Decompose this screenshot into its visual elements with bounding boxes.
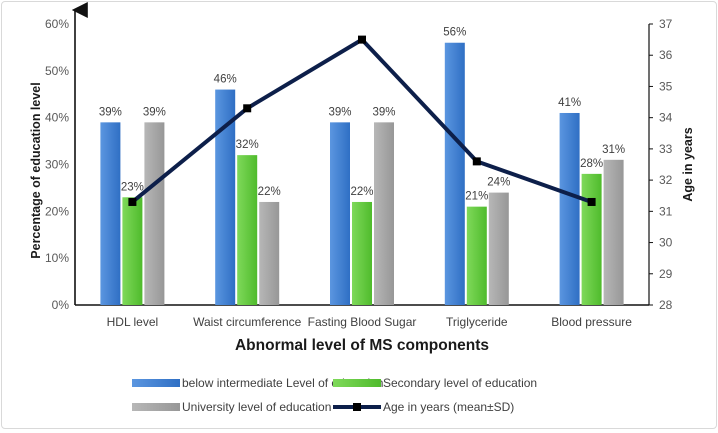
y2-tick-label: 29 <box>659 267 673 281</box>
y2-axis-title: Age in years <box>681 127 695 201</box>
x-tick-label: Fasting Blood Sugar <box>308 315 417 329</box>
y-tick-label: 0% <box>52 298 70 312</box>
y2-tick-label: 28 <box>659 298 673 312</box>
bar-s1-2 <box>215 89 236 305</box>
x-tick-label: Blood pressure <box>551 315 632 329</box>
data-label-s1-2: 46% <box>214 74 237 86</box>
y-tick-label: 20% <box>45 204 69 218</box>
x-tick-label: Waist circumference <box>193 315 302 329</box>
age-point-2 <box>243 104 252 113</box>
x-axis-title: Abnormal level of MS components <box>235 337 489 354</box>
y2-tick-label: 37 <box>659 17 673 31</box>
bar-s3-2 <box>259 201 280 305</box>
bar-s1-3 <box>330 122 350 305</box>
data-label-s3-1: 39% <box>143 106 166 118</box>
y2-tick-label: 34 <box>659 111 673 125</box>
data-label-s1-5: 41% <box>558 97 581 109</box>
y2-tick-label: 36 <box>659 48 673 62</box>
y-tick-label: 60% <box>45 17 69 31</box>
legend-swatch-1 <box>132 379 180 387</box>
legend-swatch-3 <box>132 403 180 411</box>
y-tick-label: 50% <box>45 64 69 78</box>
y2-tick-label: 31 <box>659 204 673 218</box>
bar-s3-4 <box>488 192 509 305</box>
data-label-s1-4: 56% <box>443 27 466 39</box>
age-line <box>131 37 593 204</box>
data-label-s3-2: 22% <box>258 186 281 198</box>
legend-label-4: Age in years (mean±SD) <box>383 400 514 414</box>
bar-s1-5 <box>559 112 580 305</box>
age-point-1 <box>128 197 137 206</box>
legend-swatch-marker <box>353 403 361 411</box>
data-label-s2-2: 32% <box>236 139 259 151</box>
bar-s3-3 <box>374 122 394 305</box>
y-tick-label: 30% <box>45 158 69 172</box>
age-point-5 <box>587 197 596 206</box>
age-point-3 <box>358 35 366 44</box>
bar-s2-4 <box>466 206 487 305</box>
legend-label-2: Secondary level of education <box>383 376 537 390</box>
y2-tick-label: 32 <box>659 173 673 187</box>
y-tick-label: 10% <box>45 251 69 265</box>
chart-canvas: 0% 10% 20% 30% 40% 50% 60% 28 29 30 31 32 33 34 35 36 37… <box>29 2 695 414</box>
data-label-s2-5: 28% <box>580 158 603 170</box>
bar-s1-1 <box>100 122 121 305</box>
data-label-s2-3: 22% <box>350 186 373 198</box>
data-label-s2-1: 23% <box>121 181 144 193</box>
bar-s2-5 <box>581 173 602 305</box>
data-label-s3-5: 31% <box>602 144 625 156</box>
bar-s2-3 <box>352 201 372 305</box>
y2-tick-label: 30 <box>659 236 673 250</box>
y-axis-title: Percentage of education level <box>29 82 43 258</box>
bar-s2-2 <box>237 155 258 305</box>
age-point-4 <box>472 157 481 166</box>
legend-swatch-2 <box>333 379 381 387</box>
data-label-s3-4: 24% <box>487 177 510 189</box>
y2-tick-label: 35 <box>659 79 673 93</box>
legend-label-3: University level of education <box>182 400 331 414</box>
y2-tick-label: 33 <box>659 142 673 156</box>
data-label-s2-4: 21% <box>465 191 488 203</box>
bar-s3-1 <box>144 122 165 305</box>
x-tick-label: Triglyceride <box>446 315 508 329</box>
data-label-s1-3: 39% <box>328 106 351 118</box>
bar-s3-5 <box>603 159 624 305</box>
x-tick-label: HDL level <box>107 315 159 329</box>
bar-s1-4 <box>444 42 465 305</box>
bar-s2-1 <box>122 197 143 305</box>
data-label-s3-3: 39% <box>372 106 395 118</box>
data-label-s1-1: 39% <box>99 106 122 118</box>
y-tick-label: 40% <box>45 111 69 125</box>
